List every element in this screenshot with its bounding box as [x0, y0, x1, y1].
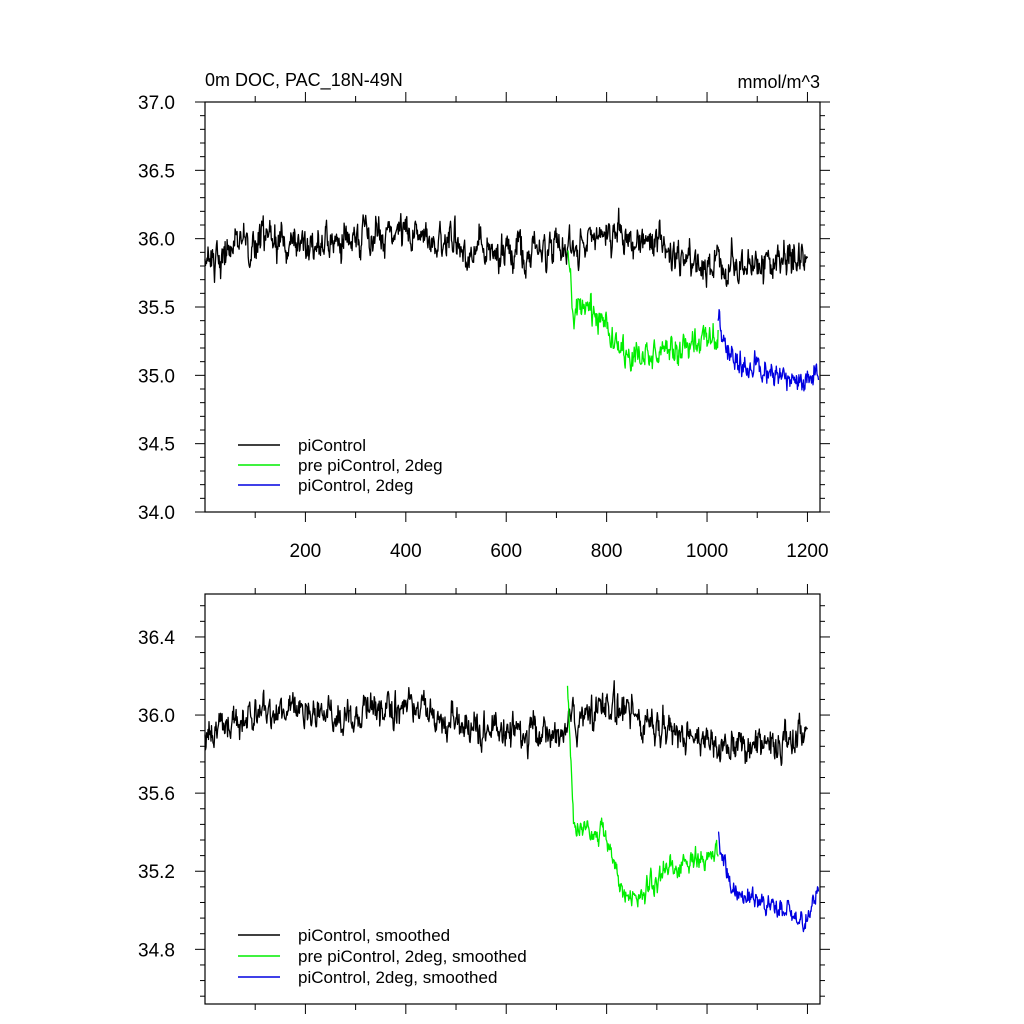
series-line-picontrol-2deg	[717, 309, 820, 392]
legend-item: piControl, smoothed	[238, 926, 450, 945]
legend-label: piControl, 2deg, smoothed	[298, 968, 497, 987]
x-tick-label: 600	[490, 541, 522, 562]
x-tick-label: 1000	[686, 541, 728, 562]
series-line-picontrol-smoothed	[204, 680, 808, 766]
bottom-panel: 34.8 35.2 35.6 36.0 36.4 piControl, smoothed…	[138, 584, 830, 1014]
x-tick-label: 800	[591, 541, 623, 562]
units-label: mmol/m^3	[738, 72, 820, 92]
series-line-picontrol-2deg-smoothed	[717, 831, 820, 933]
y-tick-label: 36.5	[138, 161, 175, 182]
y-tick-label: 34.8	[138, 940, 175, 961]
legend-label: piControl	[298, 436, 366, 455]
bottom-plot-frame	[204, 593, 821, 1005]
y-tick-label: 36.4	[138, 628, 175, 649]
series-line-pre-picontrol-2deg-smoothed	[566, 685, 719, 908]
bottom-legend: piControl, smoothed pre piControl, 2deg, …	[238, 926, 527, 987]
series-line-pre-picontrol-2deg	[566, 250, 719, 372]
legend-label: pre piControl, 2deg	[298, 456, 443, 475]
y-tick-label: 34.0	[138, 503, 175, 524]
x-tick-label: 400	[390, 541, 422, 562]
y-tick-label: 35.6	[138, 784, 175, 805]
top-panel: 0m DOC, PAC_18N-49N mmol/m^3 200 400 600 80…	[138, 70, 830, 562]
legend-item: piControl	[238, 436, 366, 455]
legend-label: piControl, 2deg	[298, 476, 413, 495]
y-tick-label: 36.0	[138, 230, 175, 251]
chart-title: 0m DOC, PAC_18N-49N	[205, 70, 403, 91]
x-tick-label: 1200	[786, 541, 828, 562]
legend-label: pre piControl, 2deg, smoothed	[298, 947, 527, 966]
y-tick-label: 36.0	[138, 706, 175, 727]
legend-label: piControl, smoothed	[298, 926, 450, 945]
y-tick-label: 35.5	[138, 298, 175, 319]
y-tick-label: 37.0	[138, 93, 175, 114]
legend-item: piControl, 2deg	[238, 476, 413, 495]
legend-item: pre piControl, 2deg	[238, 456, 443, 475]
legend-item: pre piControl, 2deg, smoothed	[238, 947, 527, 966]
x-tick-label: 200	[290, 541, 322, 562]
series-line-picontrol	[204, 207, 809, 288]
y-tick-label: 35.0	[138, 366, 175, 387]
top-plot-frame	[204, 101, 821, 513]
legend-item: piControl, 2deg, smoothed	[238, 968, 497, 987]
y-tick-label: 34.5	[138, 435, 175, 456]
y-tick-label: 35.2	[138, 862, 175, 883]
